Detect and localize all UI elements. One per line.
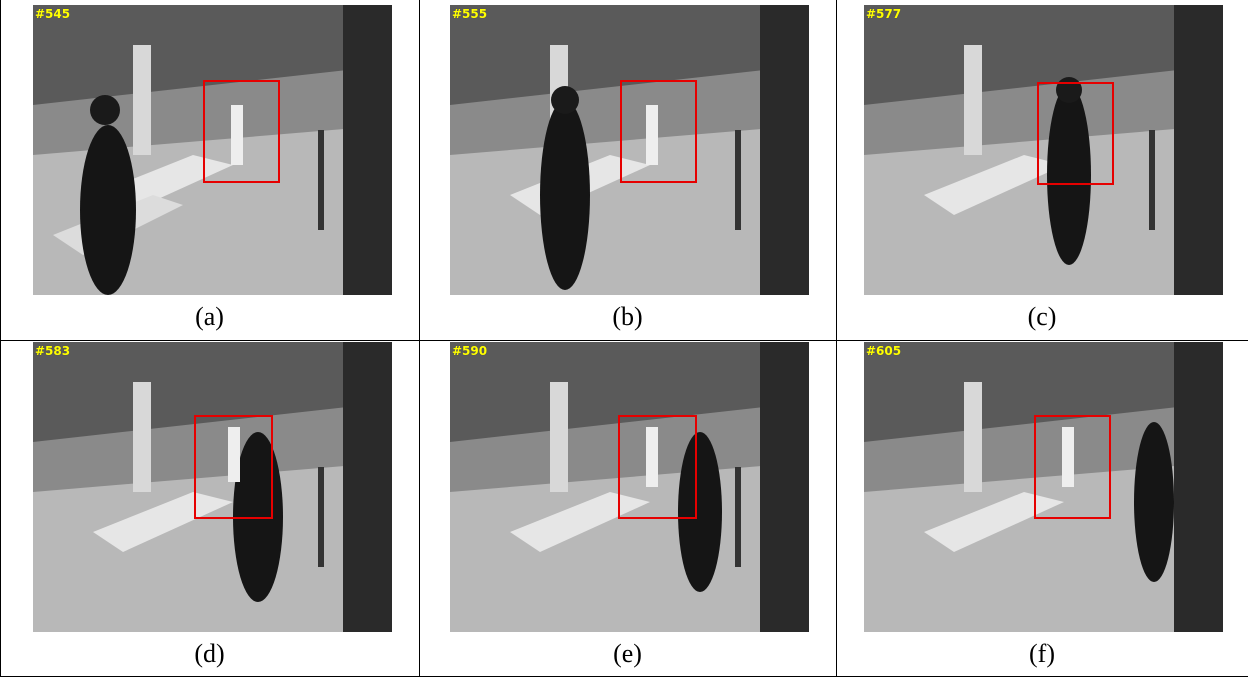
tracking-bounding-box [618, 415, 697, 519]
row-divider [0, 340, 1248, 341]
panel-f: #605 (f) [836, 340, 1248, 677]
panel-b: #555 (b) [419, 0, 836, 340]
column-divider [419, 0, 420, 677]
tracking-bounding-box [203, 80, 280, 183]
scene-image [33, 5, 392, 295]
panel-a: #545 (a) [0, 0, 419, 340]
panel-d: #583 (d) [0, 340, 419, 677]
frame-number: #555 [452, 7, 488, 21]
video-frame: #555 [450, 5, 809, 295]
panel-caption: (c) [1027, 302, 1057, 331]
panel-caption: (f) [1029, 639, 1055, 668]
panel-caption: (e) [613, 639, 642, 668]
frame-number: #590 [452, 344, 488, 358]
frame-number: #583 [35, 344, 71, 358]
panel-caption: (b) [612, 302, 643, 331]
scene-image [450, 342, 809, 632]
left-border [0, 0, 1, 677]
scene-image [33, 342, 392, 632]
video-frame: #583 [33, 342, 392, 632]
panel-caption: (d) [194, 639, 225, 668]
scene-image [864, 5, 1223, 295]
panel-caption: (a) [195, 302, 224, 331]
video-frame: #605 [864, 342, 1223, 632]
frame-number: #605 [866, 344, 902, 358]
video-frame: #545 [33, 5, 392, 295]
tracking-bounding-box [1034, 415, 1111, 519]
tracking-bounding-box [1037, 82, 1114, 185]
tracking-bounding-box [194, 415, 273, 519]
video-frame: #590 [450, 342, 809, 632]
video-frame: #577 [864, 5, 1223, 295]
scene-image [450, 5, 809, 295]
scene-image [864, 342, 1223, 632]
frame-number: #545 [35, 7, 71, 21]
panel-c: #577 (c) [836, 0, 1248, 340]
frame-number: #577 [866, 7, 902, 21]
column-divider [836, 0, 837, 677]
tracking-bounding-box [620, 80, 697, 183]
panel-e: #590 (e) [419, 340, 836, 677]
